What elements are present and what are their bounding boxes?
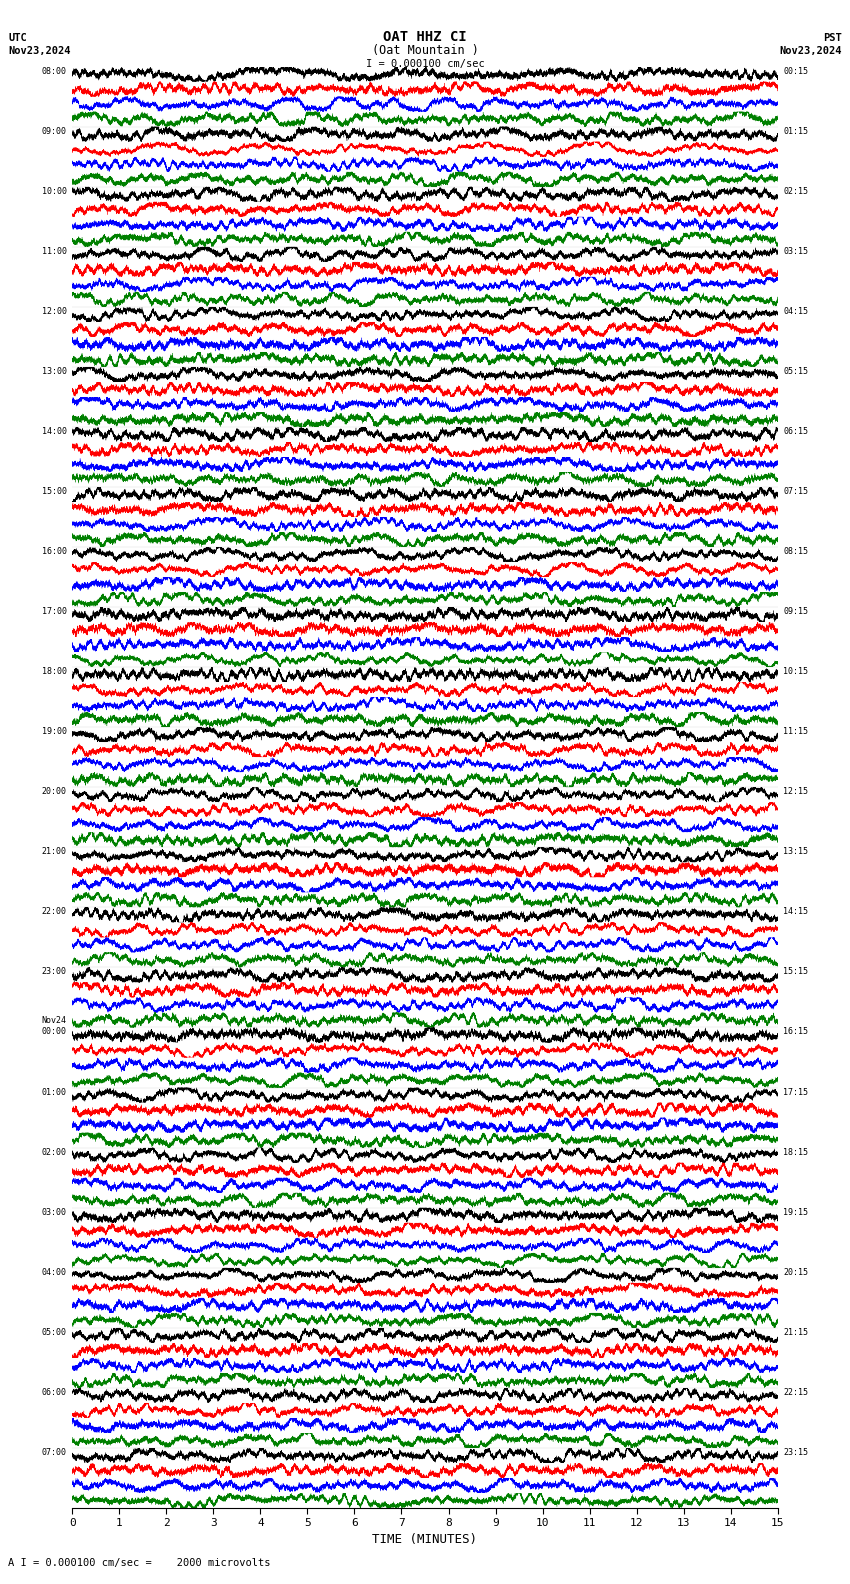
Text: 06:15: 06:15 <box>784 428 808 436</box>
Text: 10:15: 10:15 <box>784 667 808 676</box>
Text: 20:15: 20:15 <box>784 1267 808 1277</box>
Text: 12:00: 12:00 <box>42 307 66 315</box>
Text: 09:00: 09:00 <box>42 127 66 136</box>
Text: 07:00: 07:00 <box>42 1448 66 1457</box>
Text: 03:00: 03:00 <box>42 1207 66 1217</box>
Text: 15:15: 15:15 <box>784 968 808 976</box>
Text: 19:00: 19:00 <box>42 727 66 737</box>
Text: 01:00: 01:00 <box>42 1088 66 1096</box>
Text: UTC: UTC <box>8 33 27 43</box>
Text: 23:00: 23:00 <box>42 968 66 976</box>
Text: (Oat Mountain ): (Oat Mountain ) <box>371 44 479 57</box>
Text: 05:00: 05:00 <box>42 1327 66 1337</box>
Text: 10:00: 10:00 <box>42 187 66 196</box>
Text: OAT HHZ CI: OAT HHZ CI <box>383 30 467 44</box>
Text: 17:00: 17:00 <box>42 607 66 616</box>
Text: 11:00: 11:00 <box>42 247 66 255</box>
Text: 14:00: 14:00 <box>42 428 66 436</box>
Text: I = 0.000100 cm/sec: I = 0.000100 cm/sec <box>366 59 484 68</box>
Text: 01:15: 01:15 <box>784 127 808 136</box>
Text: 21:00: 21:00 <box>42 847 66 857</box>
Text: 08:15: 08:15 <box>784 546 808 556</box>
Text: A I = 0.000100 cm/sec =    2000 microvolts: A I = 0.000100 cm/sec = 2000 microvolts <box>8 1559 271 1568</box>
Text: 23:15: 23:15 <box>784 1448 808 1457</box>
Text: 18:00: 18:00 <box>42 667 66 676</box>
Text: 02:00: 02:00 <box>42 1147 66 1156</box>
Text: 16:15: 16:15 <box>784 1028 808 1036</box>
Text: 16:00: 16:00 <box>42 546 66 556</box>
Text: 06:00: 06:00 <box>42 1388 66 1397</box>
Text: 15:00: 15:00 <box>42 486 66 496</box>
Text: 00:15: 00:15 <box>784 67 808 76</box>
Text: 08:00: 08:00 <box>42 67 66 76</box>
Text: 04:15: 04:15 <box>784 307 808 315</box>
Text: 04:00: 04:00 <box>42 1267 66 1277</box>
Text: 02:15: 02:15 <box>784 187 808 196</box>
Text: 09:15: 09:15 <box>784 607 808 616</box>
Text: Nov23,2024: Nov23,2024 <box>779 46 842 55</box>
Text: 14:15: 14:15 <box>784 908 808 917</box>
Text: 07:15: 07:15 <box>784 486 808 496</box>
Text: 05:15: 05:15 <box>784 367 808 375</box>
Text: 12:15: 12:15 <box>784 787 808 797</box>
Text: 22:00: 22:00 <box>42 908 66 917</box>
Text: 18:15: 18:15 <box>784 1147 808 1156</box>
Text: 21:15: 21:15 <box>784 1327 808 1337</box>
Text: Nov23,2024: Nov23,2024 <box>8 46 71 55</box>
Text: PST: PST <box>823 33 842 43</box>
Text: Nov24: Nov24 <box>42 1017 66 1025</box>
Text: 13:00: 13:00 <box>42 367 66 375</box>
Text: 00:00: 00:00 <box>42 1028 66 1036</box>
X-axis label: TIME (MINUTES): TIME (MINUTES) <box>372 1533 478 1546</box>
Text: 22:15: 22:15 <box>784 1388 808 1397</box>
Text: 11:15: 11:15 <box>784 727 808 737</box>
Text: 19:15: 19:15 <box>784 1207 808 1217</box>
Text: 20:00: 20:00 <box>42 787 66 797</box>
Text: 17:15: 17:15 <box>784 1088 808 1096</box>
Text: 13:15: 13:15 <box>784 847 808 857</box>
Text: 03:15: 03:15 <box>784 247 808 255</box>
